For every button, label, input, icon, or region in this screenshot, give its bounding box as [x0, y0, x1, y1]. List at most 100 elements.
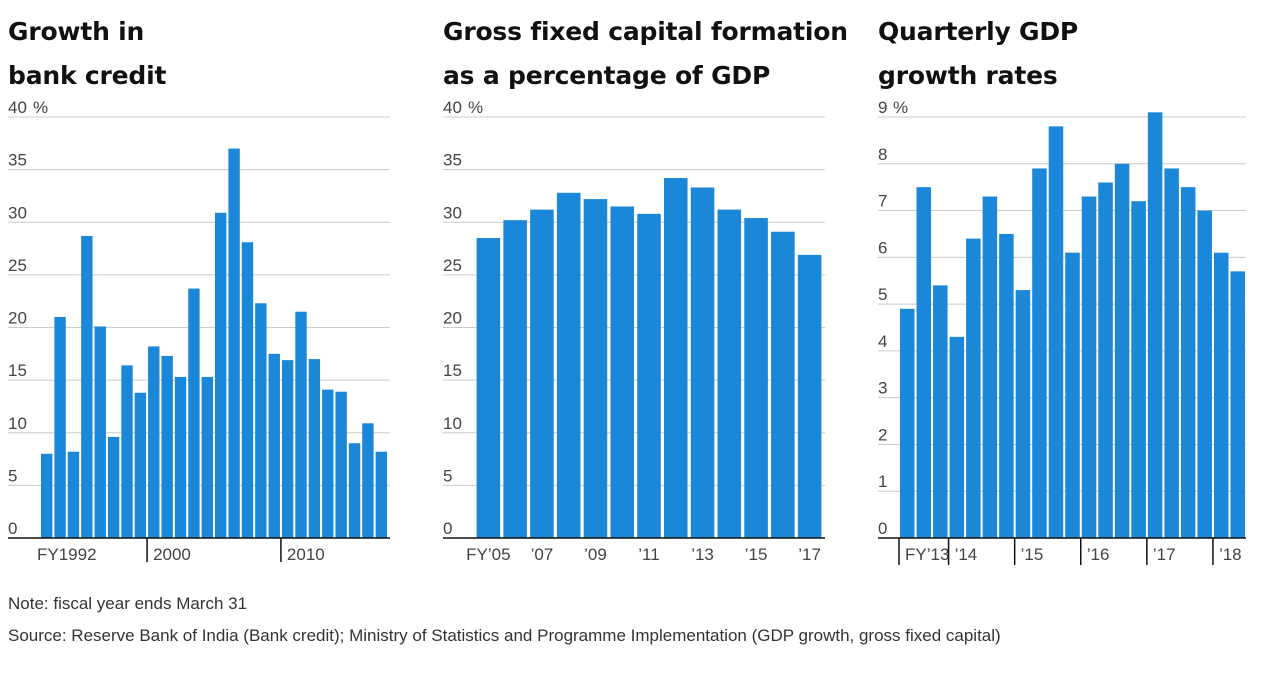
y-tick-label: 2 — [878, 425, 887, 444]
y-tick-label: 35 — [443, 151, 462, 170]
x-tick-label: ’14 — [955, 545, 978, 564]
bar-bank-credit — [134, 392, 147, 538]
y-tick-label: 20 — [8, 309, 27, 328]
bar-gdp-growth — [1197, 210, 1212, 539]
bar-bank-credit — [308, 359, 321, 538]
bar-bank-credit — [107, 436, 120, 538]
y-tick-label: 35 — [8, 151, 27, 170]
bar-gdp-growth — [1114, 163, 1130, 538]
y-tick-label: 0 — [443, 519, 452, 538]
y-unit-label: % — [468, 98, 483, 117]
bar-gfcf — [771, 231, 795, 538]
bar-bank-credit — [67, 451, 80, 538]
y-unit-label: % — [893, 98, 908, 117]
x-tick-label: ’13 — [691, 545, 714, 564]
y-tick-label: 5 — [443, 466, 452, 485]
y-tick-label: 8 — [878, 145, 887, 164]
bar-bank-credit — [295, 311, 307, 538]
source-note: Source: Reserve Bank of India (Bank cred… — [8, 626, 1001, 645]
bar-bank-credit — [335, 391, 347, 538]
bar-bank-credit — [362, 423, 374, 538]
bar-bank-credit — [94, 326, 106, 538]
y-tick-label: 0 — [878, 519, 887, 538]
bar-bank-credit — [281, 360, 294, 538]
bar-gdp-growth — [1032, 168, 1047, 538]
y-tick-label: 15 — [8, 361, 27, 380]
y-tick-label: 0 — [8, 519, 17, 538]
y-tick-label: 25 — [443, 256, 462, 275]
x-tick-label: 2000 — [153, 545, 191, 564]
bar-gfcf — [610, 206, 635, 538]
y-tick-label: 30 — [443, 203, 462, 222]
y-tick-label: 5 — [8, 466, 17, 485]
gfcf-chart-title: Gross fixed capital formation as a perce… — [443, 17, 848, 90]
bar-gdp-growth — [982, 196, 998, 538]
y-tick-label: 7 — [878, 192, 887, 211]
bar-gfcf — [556, 192, 581, 538]
bar-gdp-growth — [1213, 252, 1229, 538]
y-tick-label: 4 — [878, 332, 887, 351]
bar-gdp-growth — [949, 336, 965, 538]
bar-gdp-growth — [1015, 290, 1031, 538]
bar-gdp-growth — [1081, 196, 1097, 538]
bar-gfcf — [663, 178, 688, 539]
bar-bank-credit — [228, 148, 240, 538]
y-tick-label: 10 — [8, 414, 27, 433]
y-tick-label: 40 — [443, 98, 462, 117]
bar-gdp-growth — [999, 233, 1014, 538]
bar-gdp-growth — [900, 308, 915, 538]
bar-gfcf — [503, 220, 527, 538]
bar-gdp-growth — [933, 285, 948, 538]
x-tick-label: ’16 — [1087, 545, 1110, 564]
x-tick-label: ’15 — [745, 545, 768, 564]
bar-bank-credit — [54, 316, 66, 538]
y-tick-label: 30 — [8, 203, 27, 222]
x-tick-label: ’11 — [638, 545, 659, 564]
bar-bank-credit — [41, 453, 53, 538]
bar-gdp-growth — [1230, 271, 1245, 538]
y-unit-label: % — [33, 98, 48, 117]
bar-bank-credit — [375, 451, 387, 538]
bar-gdp-growth — [1048, 126, 1064, 538]
bar-gfcf — [797, 254, 822, 538]
bar-gdp-growth — [1131, 201, 1146, 538]
bar-bank-credit — [174, 376, 187, 538]
bar-gfcf — [637, 213, 661, 538]
bar-bank-credit — [268, 353, 280, 538]
bar-gfcf — [476, 238, 501, 538]
y-tick-label: 6 — [878, 238, 887, 257]
bar-bank-credit — [121, 365, 133, 538]
bar-gdp-growth — [1180, 187, 1196, 538]
bar-bank-credit — [161, 355, 173, 538]
bar-bank-credit — [201, 376, 213, 538]
bar-gfcf — [744, 218, 768, 539]
bar-bank-credit — [241, 242, 254, 538]
bar-bank-credit — [348, 443, 361, 538]
bar-gdp-growth — [1098, 182, 1113, 538]
x-tick-label: FY1992 — [37, 545, 97, 564]
bar-gfcf — [690, 187, 715, 538]
y-tick-label: 15 — [443, 361, 462, 380]
x-tick-label: ’17 — [1153, 545, 1176, 564]
bar-bank-credit — [322, 389, 334, 538]
bar-gfcf — [717, 209, 742, 538]
bar-bank-credit — [188, 288, 200, 538]
bar-gdp-growth — [966, 238, 981, 538]
y-tick-label: 40 — [8, 98, 27, 117]
y-tick-label: 10 — [443, 414, 462, 433]
x-tick-label: ’09 — [584, 545, 607, 564]
y-tick-label: 20 — [443, 309, 462, 328]
y-tick-label: 5 — [878, 285, 887, 304]
x-tick-label: 2010 — [287, 545, 325, 564]
footnote: Note: fiscal year ends March 31 — [8, 594, 248, 613]
y-tick-label: 9 — [878, 98, 887, 117]
x-tick-label: ’07 — [531, 545, 554, 564]
bar-bank-credit — [81, 235, 93, 538]
bar-gfcf — [583, 199, 608, 538]
bar-gdp-growth — [1065, 252, 1080, 538]
bar-gdp-growth — [1164, 168, 1179, 538]
gdp-growth-chart-title: Quarterly GDP growth rates — [878, 17, 1079, 90]
x-tick-label: ’17 — [798, 545, 821, 564]
bar-gdp-growth — [916, 187, 932, 538]
